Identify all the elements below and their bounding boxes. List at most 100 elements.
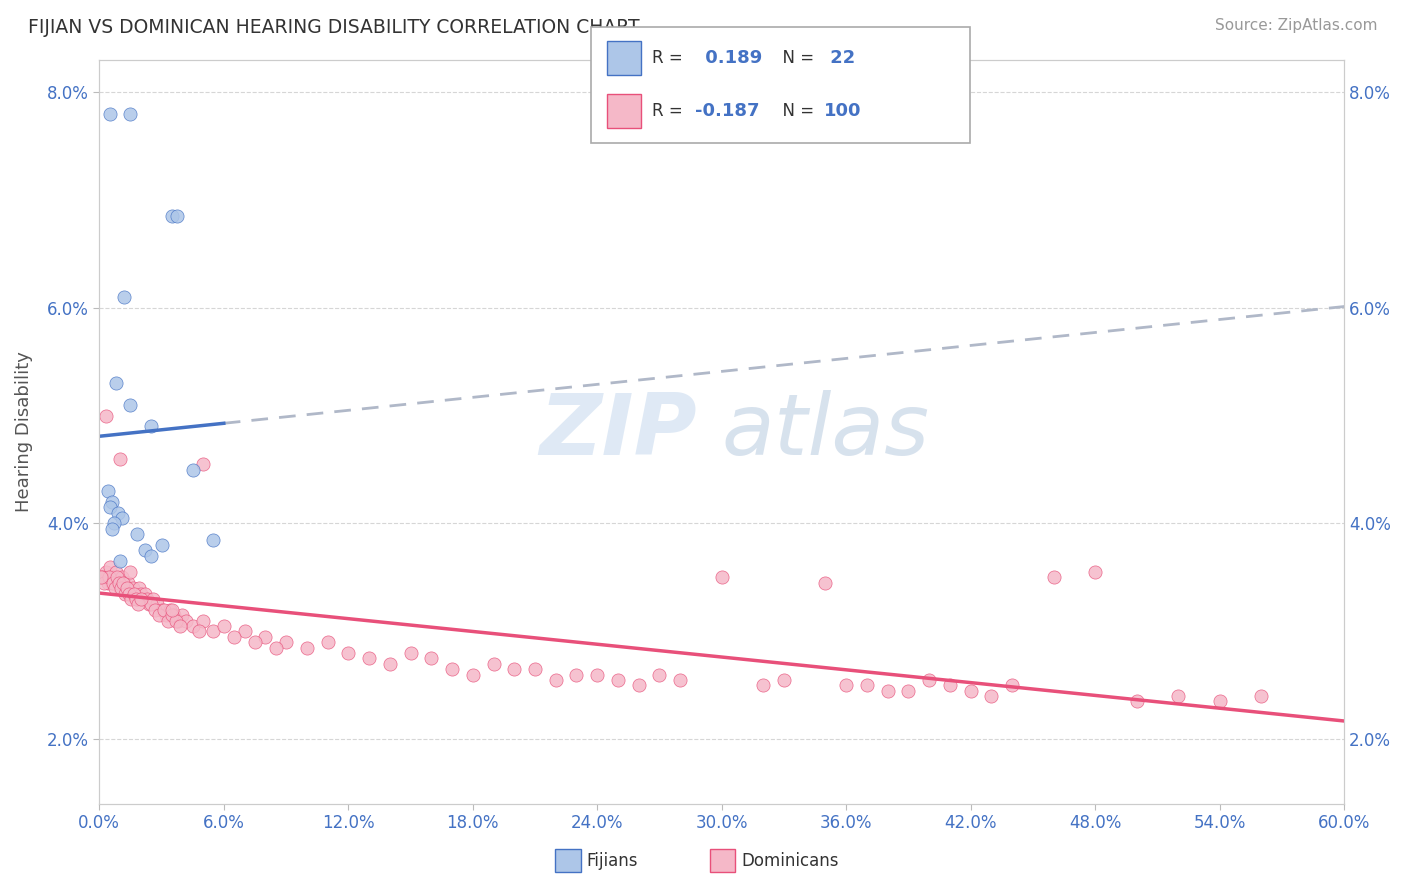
Point: [224, 630, 246, 644]
Point: [108, 581, 131, 595]
Point: [111, 511, 134, 525]
Point: [544, 673, 567, 687]
Point: [117, 581, 139, 595]
Point: [150, 603, 173, 617]
Point: [503, 662, 526, 676]
Point: [420, 651, 443, 665]
Point: [440, 662, 463, 676]
Point: [103, 570, 125, 584]
Point: [165, 614, 187, 628]
Text: R =: R =: [652, 49, 689, 67]
Point: [378, 657, 401, 671]
Point: [97, 484, 120, 499]
Point: [181, 619, 204, 633]
Point: [97, 575, 120, 590]
Point: [773, 673, 796, 687]
Point: [918, 673, 941, 687]
Point: [107, 506, 129, 520]
Point: [93, 570, 115, 584]
Point: [939, 678, 962, 692]
Text: 22: 22: [824, 49, 855, 67]
Point: [100, 495, 122, 509]
Point: [1125, 694, 1147, 708]
Text: N =: N =: [772, 49, 820, 67]
Point: [835, 678, 858, 692]
Text: 0.189: 0.189: [699, 49, 762, 67]
Point: [187, 624, 209, 639]
Point: [90, 570, 112, 584]
Point: [148, 608, 170, 623]
Point: [627, 678, 650, 692]
Text: ZIP: ZIP: [538, 391, 697, 474]
Point: [191, 457, 214, 471]
Point: [125, 527, 148, 541]
Point: [959, 683, 981, 698]
Point: [94, 409, 117, 423]
Point: [1042, 570, 1064, 584]
Point: [97, 570, 120, 584]
Point: [202, 624, 225, 639]
Point: [264, 640, 287, 655]
Point: [897, 683, 920, 698]
Point: [103, 516, 125, 531]
Point: [100, 570, 122, 584]
Point: [152, 603, 174, 617]
Point: [1208, 694, 1230, 708]
Text: FIJIAN VS DOMINICAN HEARING DISABILITY CORRELATION CHART: FIJIAN VS DOMINICAN HEARING DISABILITY C…: [28, 18, 640, 37]
Point: [100, 575, 122, 590]
Point: [980, 689, 1002, 703]
Point: [876, 683, 898, 698]
Point: [191, 614, 214, 628]
Point: [125, 592, 148, 607]
Point: [96, 570, 118, 584]
Point: [104, 581, 127, 595]
Point: [710, 570, 733, 584]
Point: [120, 106, 142, 120]
Point: [212, 619, 235, 633]
Point: [163, 608, 186, 623]
Point: [461, 667, 484, 681]
Point: [141, 549, 163, 563]
Point: [856, 678, 879, 692]
Point: [114, 586, 136, 600]
Point: [141, 419, 163, 434]
Text: N =: N =: [772, 103, 820, 120]
Point: [142, 592, 165, 607]
Point: [1084, 565, 1107, 579]
Point: [108, 451, 131, 466]
Point: [115, 581, 138, 595]
Point: [172, 608, 194, 623]
Point: [98, 106, 121, 120]
Point: [202, 533, 225, 547]
Point: [146, 598, 169, 612]
Point: [143, 603, 166, 617]
Point: [176, 614, 198, 628]
Point: [104, 376, 127, 391]
Point: [93, 575, 115, 590]
Point: [104, 565, 127, 579]
Point: [233, 624, 256, 639]
Point: [110, 581, 132, 595]
Text: Dominicans: Dominicans: [741, 852, 838, 870]
Text: R =: R =: [652, 103, 689, 120]
Point: [159, 603, 181, 617]
Point: [124, 592, 146, 607]
Point: [120, 565, 142, 579]
Text: -0.187: -0.187: [695, 103, 759, 120]
Point: [127, 598, 149, 612]
Point: [118, 586, 141, 600]
Point: [669, 673, 692, 687]
Point: [121, 592, 143, 607]
Point: [105, 570, 128, 584]
Point: [648, 667, 671, 681]
Point: [160, 209, 183, 223]
Point: [607, 673, 630, 687]
Point: [1001, 678, 1024, 692]
Text: 100: 100: [824, 103, 862, 120]
Point: [120, 586, 142, 600]
Point: [91, 570, 114, 584]
Point: [565, 667, 588, 681]
Point: [134, 543, 156, 558]
Point: [1167, 689, 1189, 703]
Point: [108, 554, 131, 568]
